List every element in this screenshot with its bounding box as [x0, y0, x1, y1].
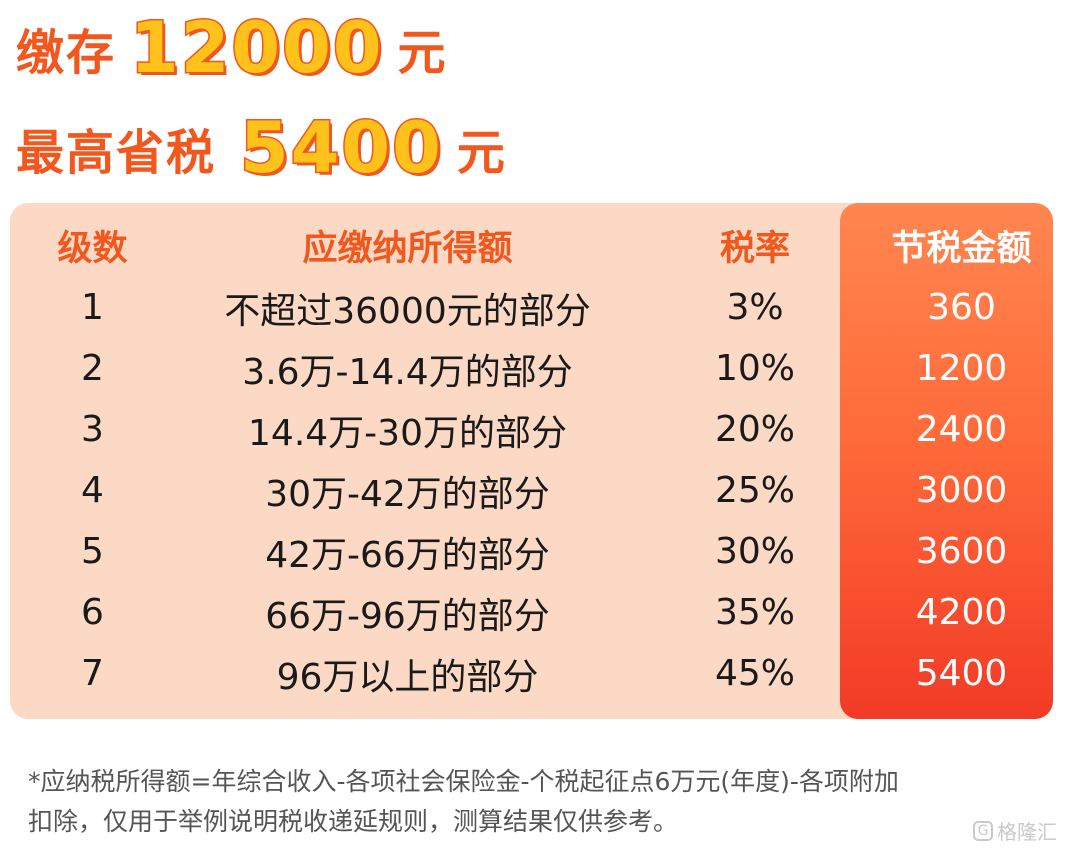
cell-tax-rate: 20% [714, 409, 795, 450]
cell-level: 2 [81, 348, 104, 389]
cell-level: 7 [81, 653, 104, 694]
table-header-row: 级数 应缴纳所得额 税率 节税金额 [10, 215, 1053, 276]
cell-tax-saving: 4200 [915, 592, 1008, 633]
cell-taxable-income: 30万-42万的部分 [265, 473, 550, 515]
table-row: 1 不超过36000元的部分 3% 360 [10, 277, 1053, 338]
cell-tax-saving: 1200 [915, 348, 1008, 389]
cell-tax-rate: 35% [714, 592, 795, 633]
gelonghui-logo-icon: G [973, 820, 993, 841]
footnote-line-1: *应纳税所得额=年综合收入-各项社会保险金-个税起征点6万元(年度)-各项附加 [28, 767, 899, 796]
cell-tax-rate: 45% [714, 653, 795, 694]
headline-deposit-amount: 12000 [129, 6, 384, 91]
watermark-text: 格隆汇 [997, 820, 1057, 844]
table-row: 6 66万-96万的部分 35% 4200 [10, 582, 1053, 643]
headline-deposit: 缴存 12000 元 [16, 6, 448, 91]
headline-tax-saving-amount: 5400 [239, 106, 443, 191]
headline-tax-saving: 最高省税 5400 元 [16, 106, 507, 191]
table-row: 7 96万以上的部分 45% 5400 [10, 643, 1053, 704]
cell-taxable-income: 66万-96万的部分 [265, 595, 550, 637]
cell-level: 5 [81, 531, 104, 572]
cell-tax-saving: 3000 [915, 470, 1008, 511]
header-tax-rate: 税率 [719, 229, 790, 269]
watermark: G 格隆汇 [973, 816, 1057, 845]
headline-tax-saving-prefix: 最高省税 [16, 125, 217, 181]
footnote: *应纳税所得额=年综合收入-各项社会保险金-个税起征点6万元(年度)-各项附加 … [28, 762, 1048, 842]
cell-level: 1 [81, 287, 104, 328]
cell-tax-rate: 25% [714, 470, 795, 511]
footnote-line-2: 扣除，仅用于举例说明税收递延规则，测算结果仅供参考。 [28, 807, 679, 836]
headline-deposit-prefix: 缴存 [16, 25, 117, 81]
cell-tax-saving: 5400 [915, 653, 1008, 694]
cell-taxable-income: 14.4万-30万的部分 [248, 412, 567, 454]
headline-deposit-unit: 元 [397, 25, 448, 81]
cell-tax-rate: 10% [714, 348, 795, 389]
cell-taxable-income: 42万-66万的部分 [265, 534, 550, 576]
table-row: 4 30万-42万的部分 25% 3000 [10, 460, 1053, 521]
cell-tax-saving: 360 [927, 287, 996, 328]
cell-tax-saving: 3600 [915, 531, 1008, 572]
cell-taxable-income: 3.6万-14.4万的部分 [242, 351, 573, 393]
header-taxable-income: 应缴纳所得额 [302, 229, 513, 269]
cell-level: 6 [81, 592, 104, 633]
table-row: 2 3.6万-14.4万的部分 10% 1200 [10, 338, 1053, 399]
cell-taxable-income: 不超过36000元的部分 [224, 290, 591, 332]
headline-tax-saving-unit: 元 [456, 125, 507, 181]
table-row: 3 14.4万-30万的部分 20% 2400 [10, 399, 1053, 460]
header-level: 级数 [57, 229, 128, 269]
cell-level: 3 [81, 409, 104, 450]
cell-tax-rate: 3% [726, 287, 784, 328]
cell-taxable-income: 96万以上的部分 [276, 656, 539, 698]
cell-level: 4 [81, 470, 104, 511]
cell-tax-rate: 30% [714, 531, 795, 572]
tax-saving-column-highlight [840, 203, 1053, 719]
table-row: 5 42万-66万的部分 30% 3600 [10, 521, 1053, 582]
header-tax-saving: 节税金额 [891, 229, 1032, 269]
cell-tax-saving: 2400 [915, 409, 1008, 450]
